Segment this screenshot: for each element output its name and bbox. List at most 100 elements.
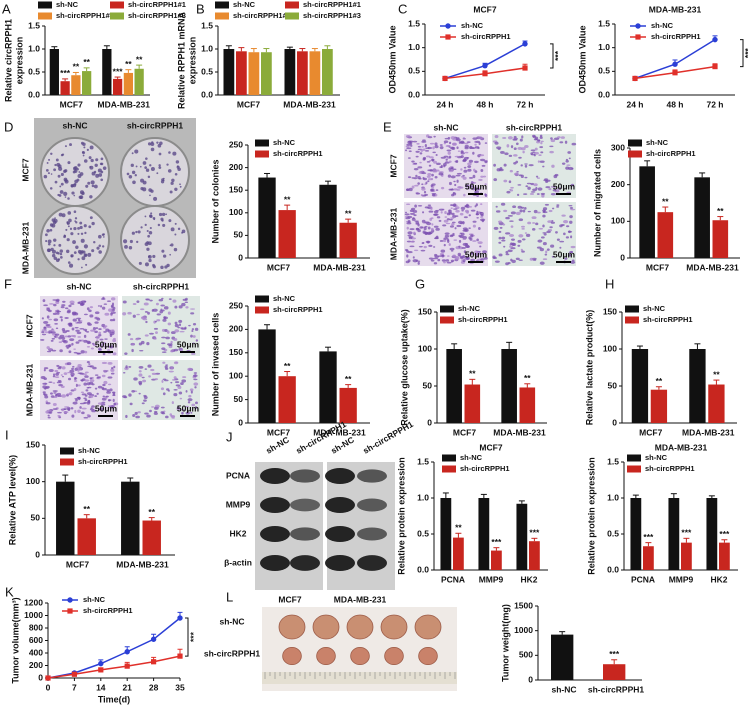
- cell: [452, 254, 456, 258]
- y-tick-label: 1.5: [28, 20, 40, 30]
- column-label: sh-circRPPH1: [133, 281, 189, 291]
- cell: [91, 342, 95, 345]
- cell: [443, 261, 446, 264]
- colony: [77, 174, 82, 178]
- point: [522, 65, 528, 71]
- colony: [57, 174, 61, 178]
- cell: [151, 372, 157, 376]
- bar: [639, 166, 655, 258]
- point: [98, 667, 104, 673]
- colony: [60, 172, 64, 176]
- bar: [134, 68, 144, 95]
- blot-band: [325, 555, 355, 571]
- cell: [559, 224, 563, 228]
- cell: [463, 169, 468, 173]
- cell: [560, 136, 565, 139]
- colony: [170, 181, 174, 185]
- y-tick-label: 300: [611, 142, 625, 152]
- cell: [190, 411, 193, 414]
- plate: [120, 137, 190, 207]
- cell: [465, 256, 468, 259]
- row-label: MDA-MB-231: [388, 208, 398, 261]
- cell: [505, 253, 510, 256]
- cell: [440, 211, 443, 214]
- cell: [513, 147, 517, 151]
- cell: [502, 223, 506, 226]
- cell: [571, 142, 577, 146]
- cell: [568, 230, 571, 234]
- cell: [128, 365, 132, 368]
- cell: [498, 236, 502, 240]
- colony: [79, 225, 83, 230]
- panel-letter: I: [5, 427, 9, 442]
- tumor: [278, 614, 306, 640]
- cell: [166, 388, 170, 391]
- cell: [430, 188, 435, 192]
- cell: [84, 394, 88, 397]
- colony: [134, 174, 137, 177]
- cell: [49, 303, 54, 305]
- cell: [433, 160, 438, 164]
- colony: [67, 161, 71, 165]
- colony: [50, 173, 53, 175]
- cell: [458, 239, 462, 243]
- cell: [161, 336, 166, 339]
- legend-label: sh-NC: [83, 595, 106, 604]
- column-label: sh-circRPPH1: [361, 419, 415, 456]
- cell: [50, 331, 56, 334]
- cell: [524, 232, 528, 234]
- cell: [143, 399, 147, 402]
- colony: [172, 151, 177, 156]
- column-label: sh-NC: [264, 435, 291, 456]
- y-tick-label: 50: [608, 380, 618, 390]
- cell: [518, 259, 523, 261]
- cell: [558, 187, 562, 189]
- point: [442, 75, 448, 82]
- cell: [185, 297, 188, 301]
- cell: [569, 207, 574, 209]
- cell: [433, 213, 439, 216]
- cell: [478, 136, 483, 140]
- cell: [83, 397, 87, 400]
- cell: [108, 345, 114, 349]
- cell: [429, 142, 435, 145]
- cell: [406, 147, 412, 150]
- y-axis-label: Number of colonies: [210, 159, 220, 243]
- colony: [96, 246, 100, 250]
- cell: [409, 209, 414, 213]
- colony: [134, 149, 139, 154]
- cell: [42, 382, 48, 385]
- cell: [80, 350, 85, 354]
- cell: [162, 392, 166, 396]
- cell: [89, 408, 95, 411]
- colony: [158, 152, 162, 156]
- y-tick-label: 1.5: [607, 456, 619, 466]
- cell: [171, 417, 175, 419]
- cell: [102, 352, 106, 356]
- cell: [542, 258, 548, 261]
- cell: [170, 342, 173, 347]
- cell: [505, 250, 509, 254]
- panel-letter: F: [4, 276, 12, 291]
- cell: [140, 308, 145, 311]
- colony: [181, 229, 186, 234]
- legend-swatch: [215, 12, 229, 20]
- x-tick-label: MCF7: [267, 262, 290, 272]
- colony: [85, 184, 89, 188]
- cell: [180, 382, 184, 385]
- cell: [429, 156, 434, 159]
- cell: [415, 150, 420, 153]
- cell: [76, 331, 82, 335]
- cell: [462, 236, 467, 240]
- cell: [192, 342, 195, 345]
- cell: [480, 218, 486, 222]
- colony: [177, 227, 181, 231]
- cell: [41, 329, 47, 332]
- group-label: MDA-MB-231: [334, 594, 387, 604]
- cell: [451, 188, 454, 190]
- cell: [106, 300, 112, 302]
- cell: [457, 150, 461, 152]
- x-tick-label: MDA-MB-231: [313, 427, 366, 437]
- cell: [96, 392, 99, 395]
- cell: [542, 241, 547, 246]
